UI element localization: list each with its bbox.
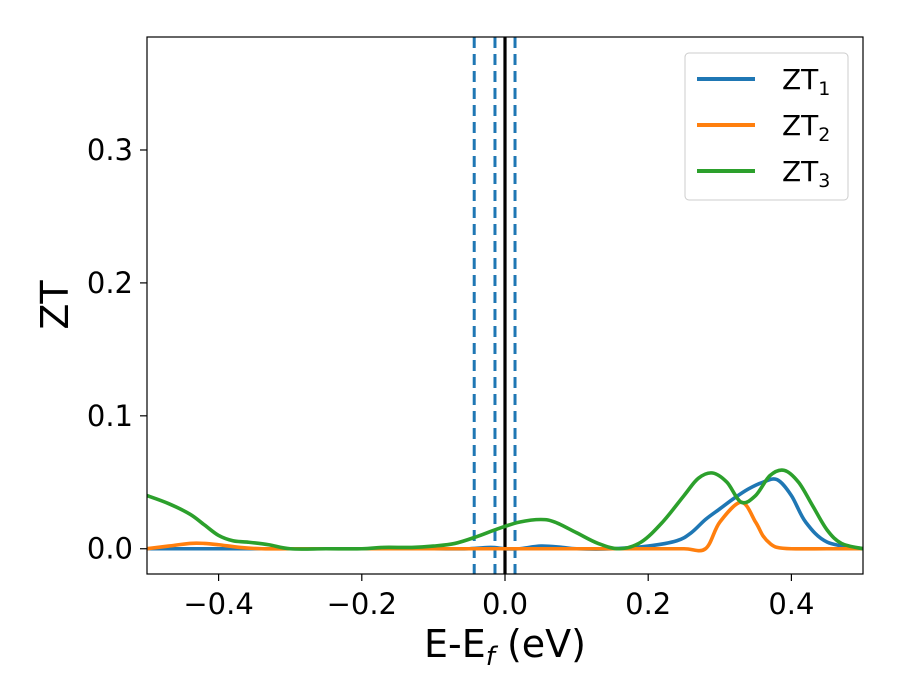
x-axis-title: E-Ef (eV) — [424, 622, 586, 672]
series-line-zt2 — [147, 500, 863, 553]
y-tick-label: 0.3 — [87, 133, 133, 167]
x-axis: −0.4 −0.2 0.0 0.2 0.4 — [183, 574, 814, 621]
y-axis: 0.0 0.1 0.2 0.3 — [87, 133, 147, 566]
reference-lines — [472, 37, 517, 574]
x-tick-label: −0.4 — [183, 587, 253, 621]
x-tick-label: 0.0 — [482, 587, 528, 621]
y-tick-label: 0.1 — [87, 399, 133, 433]
legend-label-zt1: ZT1 — [782, 63, 830, 100]
legend: ZT1 ZT2 ZT3 — [684, 52, 849, 201]
y-axis-title: ZT — [33, 280, 77, 330]
x-tick-label: −0.2 — [327, 587, 397, 621]
y-tick-label: 0.0 — [87, 532, 133, 566]
legend-label-zt3: ZT3 — [782, 155, 830, 192]
x-tick-label: 0.4 — [768, 587, 814, 621]
x-axis-title-unit: (eV) — [495, 622, 586, 666]
legend-box — [684, 52, 849, 201]
x-tick-label: 0.2 — [625, 587, 671, 621]
legend-label-zt2: ZT2 — [782, 109, 830, 146]
series-group — [147, 468, 863, 553]
series-line-zt3 — [147, 468, 863, 551]
y-tick-label: 0.2 — [87, 266, 133, 300]
